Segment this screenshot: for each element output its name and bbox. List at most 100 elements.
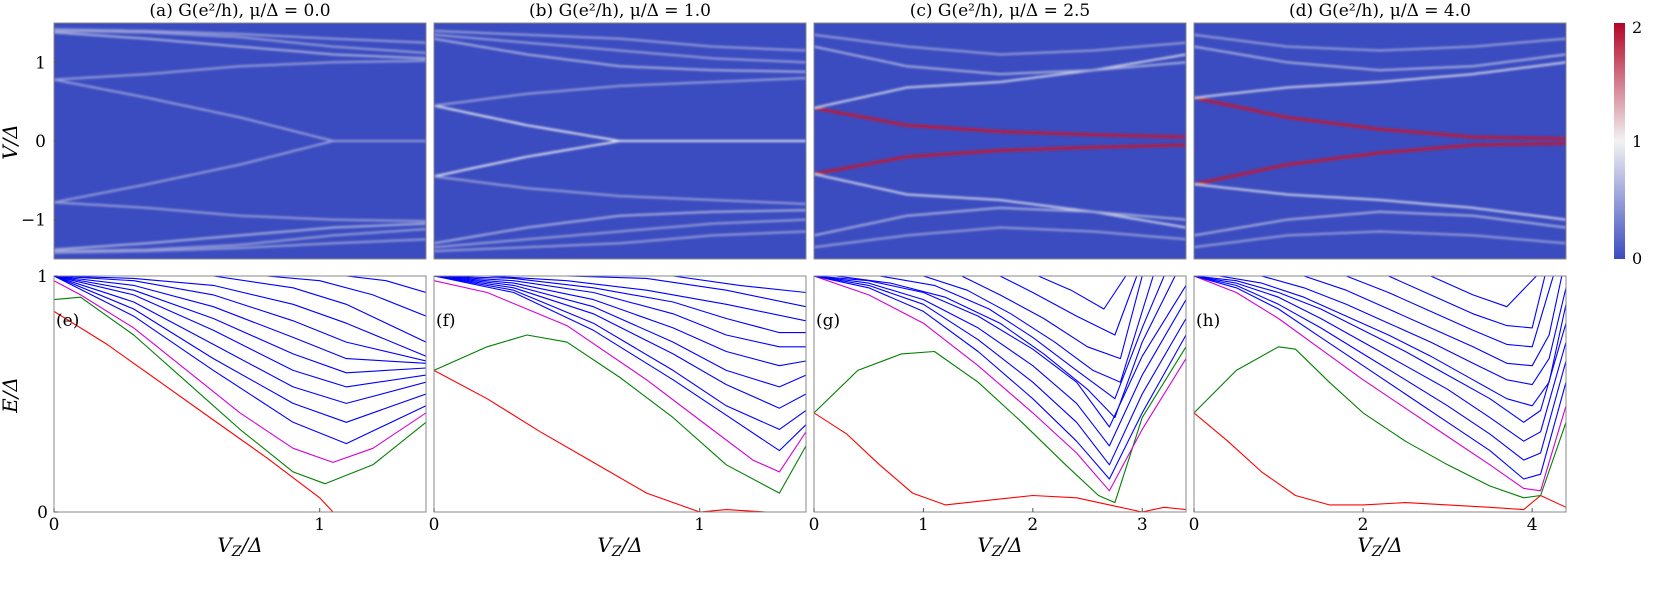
energy-line-band9 — [999, 276, 1138, 336]
conductance-resonance — [1194, 141, 1566, 186]
x-tick-label: 3 — [1137, 515, 1148, 535]
line-panel-e: (e) 0 1 0 1 VZ/Δ — [37, 267, 427, 560]
y-tick-label: 0 — [35, 132, 46, 152]
energy-line-band3 — [434, 276, 806, 409]
x-tick-label: 2 — [1358, 515, 1369, 535]
conductance-resonance — [54, 238, 426, 254]
conductance-resonance — [1194, 45, 1566, 72]
conductance-resonance — [54, 222, 426, 251]
line-panel-g: (g) 0 1 2 3 VZ/Δ — [809, 275, 1187, 560]
y-tick-label: −1 — [21, 211, 46, 231]
energy-line-band4 — [1194, 276, 1566, 423]
x-axis-label: VZ/Δ — [1357, 533, 1402, 560]
energy-line-band7 — [54, 276, 426, 362]
energy-line-band10 — [1038, 276, 1127, 310]
energy-line-band8 — [1346, 276, 1554, 348]
energy-line-band6 — [1261, 276, 1566, 386]
x-tick-label: 0 — [1189, 515, 1200, 535]
energy-line-third — [54, 280, 426, 463]
y-tick-label: 1 — [37, 267, 48, 287]
x-tick-label: 0 — [429, 515, 440, 535]
energy-line-band4 — [814, 276, 1186, 428]
energy-line-band9 — [1388, 276, 1546, 329]
heatmap-frame — [433, 22, 807, 260]
conductance-resonance — [434, 140, 806, 178]
panel-title: (b) G(e²/h), μ/Δ = 1.0 — [529, 1, 711, 21]
colorbar: 2 1 0 — [1614, 18, 1642, 268]
line-panel-f: (f) 0 1 VZ/Δ — [429, 275, 807, 560]
energy-line-band2 — [434, 276, 806, 430]
conductance-resonance — [1194, 183, 1566, 221]
heatmap-frame — [1193, 22, 1567, 260]
energy-line-band2 — [54, 276, 426, 423]
energy-line-second — [1194, 346, 1566, 499]
energy-line-band3 — [814, 276, 1186, 447]
energy-line-lowest — [434, 369, 806, 512]
energy-line-band11 — [346, 276, 426, 294]
conductance-resonance — [54, 228, 426, 253]
energy-line-band7 — [923, 276, 1154, 383]
bottom-ylabel: E/Δ — [0, 377, 22, 414]
energy-line-band8 — [487, 276, 806, 322]
panel-title: (c) G(e²/h), μ/Δ = 2.5 — [910, 1, 1091, 21]
conductance-resonance — [814, 53, 1186, 109]
heatmap-background — [1194, 23, 1566, 259]
energy-line-lowest — [814, 412, 1186, 512]
energy-line-band9 — [566, 276, 806, 308]
heatmap-panel-c: (c) G(e²/h), μ/Δ = 2.5 — [813, 1, 1187, 260]
conductance-resonance — [434, 175, 806, 205]
energy-line-band10 — [1430, 276, 1537, 308]
x-axis-label: VZ/Δ — [597, 533, 642, 560]
energy-line-band1 — [814, 276, 1186, 480]
energy-line-band1 — [54, 276, 426, 445]
energy-line-band6 — [54, 276, 426, 364]
energy-line-third — [814, 276, 1186, 492]
heatmap-panel-b: (b) G(e²/h), μ/Δ = 1.0 — [433, 1, 807, 260]
conductance-resonance — [814, 106, 1186, 139]
conductance-resonance — [814, 33, 1186, 56]
conductance-resonance — [54, 31, 426, 60]
panel-title: (a) G(e²/h), μ/Δ = 0.0 — [149, 1, 330, 21]
line-frame — [433, 275, 807, 513]
energy-line-band4 — [54, 276, 426, 388]
x-tick-label: 1 — [314, 515, 325, 535]
energy-line-band3 — [1194, 276, 1566, 442]
x-tick-label: 0 — [809, 515, 820, 535]
x-tick-label: 4 — [1527, 515, 1538, 535]
y-tick-label: 1 — [35, 53, 46, 73]
conductance-resonance — [814, 226, 1186, 249]
energy-line-band6 — [434, 276, 806, 348]
conductance-resonance — [434, 230, 806, 253]
heatmap-background — [814, 23, 1186, 259]
colorbar-gradient — [1614, 23, 1625, 259]
energy-line-third — [434, 280, 806, 473]
energy-line-band1 — [1194, 276, 1566, 480]
panel-label: (e) — [56, 311, 79, 331]
energy-line-second — [434, 334, 806, 494]
panel-label: (g) — [816, 311, 840, 331]
energy-line-band9 — [133, 276, 426, 343]
conductance-resonance — [434, 29, 806, 52]
conductance-resonance — [54, 140, 426, 204]
colorbar-tick-label: 2 — [1632, 18, 1642, 37]
panel-label: (h) — [1196, 311, 1220, 331]
line-frame — [813, 275, 1187, 513]
energy-line-band2 — [814, 276, 1186, 466]
energy-line-band3 — [54, 276, 426, 404]
x-tick-label: 0 — [49, 515, 60, 535]
energy-line-band8 — [54, 276, 426, 357]
x-axis-label: VZ/Δ — [977, 533, 1022, 560]
energy-line-band10 — [266, 276, 426, 317]
conductance-resonance — [54, 28, 426, 44]
line-panel-h: (h) 0 2 4 VZ/Δ — [1189, 275, 1567, 560]
energy-line-band7 — [1303, 276, 1563, 367]
energy-line-band6 — [879, 276, 1165, 400]
conductance-resonance — [814, 45, 1186, 76]
energy-line-band1 — [434, 276, 806, 452]
energy-line-second — [814, 346, 1186, 504]
x-tick-label: 1 — [918, 515, 929, 535]
line-frame — [53, 275, 427, 513]
x-axis-label: VZ/Δ — [217, 533, 262, 560]
conductance-resonance — [814, 143, 1186, 176]
